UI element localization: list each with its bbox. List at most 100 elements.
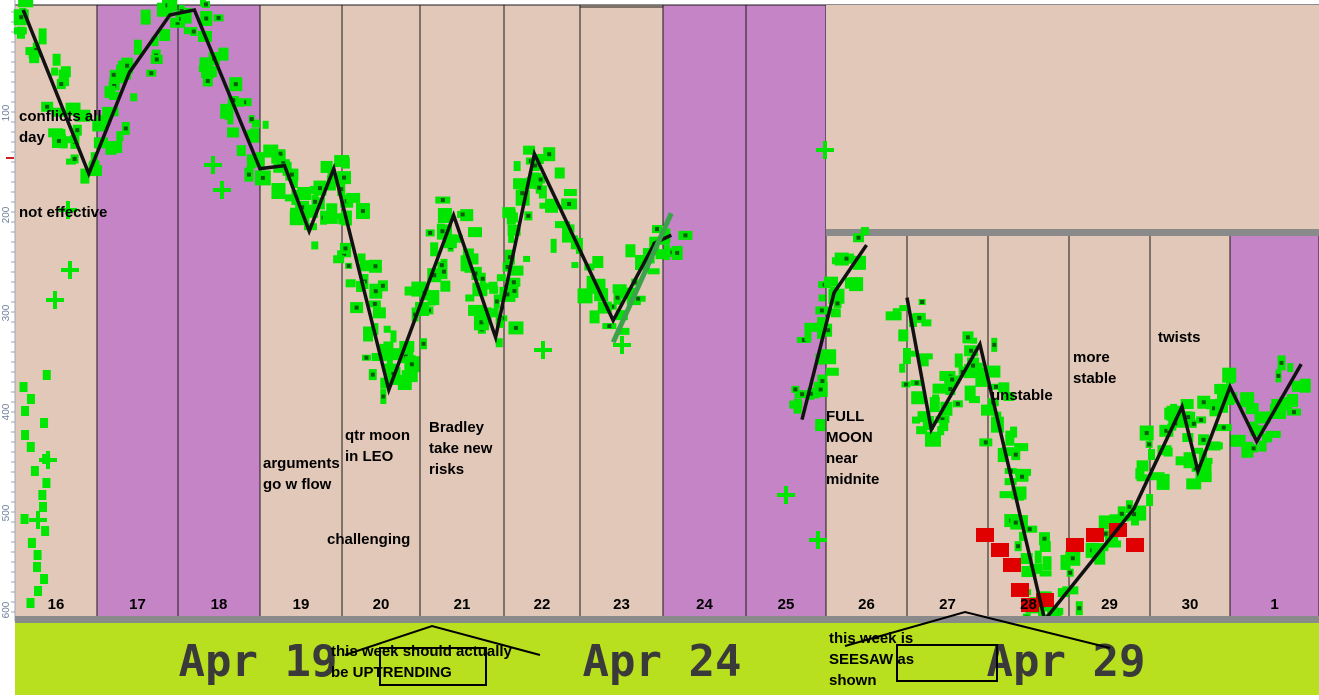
price-tick-dark [203,2,208,7]
price-tick [860,227,869,236]
price-tick-dark [505,265,510,270]
price-tick [1039,570,1052,577]
price-tick [925,353,933,360]
price-tick-dark [191,29,196,34]
price-tick [465,294,475,302]
price-tick [273,163,286,173]
price-tick-dark [154,57,159,62]
price-tick [932,383,946,394]
price-tick [911,416,920,424]
price-tick-dark [339,187,344,192]
price-tick [1180,399,1194,410]
day-label-26: 26 [858,596,875,613]
price-tick [495,338,503,348]
price-tick-dark [903,382,908,387]
price-tick [42,478,51,488]
price-tick-dark [1016,544,1021,549]
price-tick [510,212,518,223]
price-tick-dark [342,175,347,180]
cross-marker [29,518,47,522]
price-tick [1182,433,1194,443]
price-tick-dark [683,233,688,238]
day-band-18 [177,4,261,621]
price-tick-dark [354,305,359,310]
price-tick-dark [72,156,77,161]
price-tick [561,233,573,243]
price-tick [1039,540,1051,552]
price-tick [815,353,826,365]
price-tick-dark [380,283,385,288]
price-tick-dark [940,417,945,422]
price-tick [929,397,940,413]
price-tick-dark [19,15,24,20]
price-tick [246,154,256,169]
price-tick-dark [520,191,525,196]
price-tick [924,431,941,447]
price-tick [954,353,963,368]
price-tick [167,0,178,12]
price-tick [1156,473,1170,490]
price-tick [271,154,280,164]
price-tick [1038,607,1046,624]
price-tick [523,145,536,155]
price-tick-dark [364,355,369,360]
price-tick-dark [278,151,283,156]
price-tick [1014,443,1029,452]
price-tick-dark [507,255,512,260]
cross-marker [213,188,231,192]
cross-marker [816,148,834,152]
price-tick [380,377,387,389]
price-tick [563,188,577,196]
price-tick [513,178,530,190]
note-box-1 [379,647,487,686]
price-tick [26,598,35,608]
price-tick [902,348,911,365]
price-tick-dark [313,199,318,204]
price-tick [968,396,980,404]
price-tick-dark [441,269,446,274]
price-tick-dark [526,213,531,218]
price-tick [29,50,40,64]
price-tick [151,36,159,47]
red-tick [1011,583,1029,597]
price-tick-dark [1042,536,1047,541]
y-tick-label: 400 [1,403,12,420]
price-tick-dark [950,377,955,382]
price-tick [227,111,234,125]
price-tick-dark [317,186,322,191]
price-tick [262,120,269,129]
price-tick [554,167,565,179]
day-label-22: 22 [534,596,551,613]
note-arrow-2 [844,610,1111,649]
annotation-text: this week is SEESAW as shown [829,630,914,689]
price-tick [19,382,28,392]
price-tick [916,426,928,435]
price-tick [33,562,42,572]
price-tick-dark [1020,474,1025,479]
price-tick [804,328,812,341]
price-tick [357,253,366,262]
price-tick [899,363,906,373]
price-tick [466,253,479,265]
price-tick [51,107,65,117]
axis-bar [15,616,1319,623]
price-tick [218,47,229,61]
y-tick-label: 300 [1,304,12,321]
price-tick [625,244,636,258]
price-tick [545,198,559,213]
day-label-19: 19 [293,596,310,613]
price-tick [64,136,77,144]
price-tick-dark [34,48,39,53]
price-tick [255,152,265,168]
price-tick [1250,425,1264,437]
price-tick-dark [533,163,538,168]
price-tick-dark [59,82,64,87]
price-tick [825,367,839,376]
price-tick [363,326,374,342]
red-tick [1066,538,1084,552]
price-tick [1098,515,1111,530]
price-tick [227,127,240,138]
week-divider-bar [826,229,1319,236]
price-tick-dark [421,341,426,346]
annotation-text: qtr moon in LEO [345,427,410,465]
